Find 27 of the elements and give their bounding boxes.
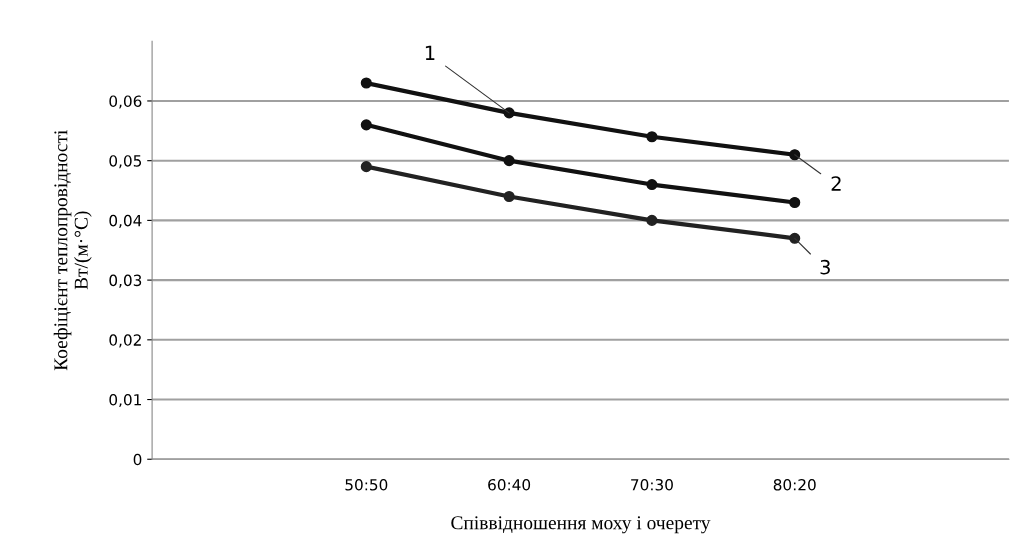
point (503, 155, 515, 167)
point (360, 119, 372, 131)
point (503, 190, 515, 203)
y-tick-label: 0,01 (109, 394, 141, 408)
y-axis-title: Коефіцієнт теплопровідності Вт/(м·°С) (53, 130, 92, 371)
y-tick-label: 0,02 (109, 334, 141, 348)
point (646, 214, 658, 226)
x-tick-label: 60:40 (488, 478, 531, 491)
point (646, 179, 658, 191)
x-tick-label: 50:50 (345, 478, 388, 491)
point (646, 131, 658, 143)
annotation: 2 (831, 176, 841, 191)
x-tick-label: 70:30 (631, 478, 673, 491)
y-tick-label: 0,03 (109, 274, 142, 288)
point (789, 232, 801, 244)
y-tick-label: 0 (133, 453, 142, 466)
annotation: 3 (820, 259, 830, 275)
point (360, 161, 372, 173)
point (789, 196, 801, 209)
x-tick-label: 80:20 (773, 478, 816, 491)
point (360, 77, 372, 89)
y-tick-label: 0,05 (109, 155, 142, 169)
x-axis-title: Співвідношення моху і очерету (451, 516, 711, 534)
point (789, 149, 801, 161)
y-tick-label: 0,04 (109, 214, 142, 228)
annotation: 1 (425, 45, 435, 60)
y-tick-label: 0,06 (109, 95, 142, 109)
